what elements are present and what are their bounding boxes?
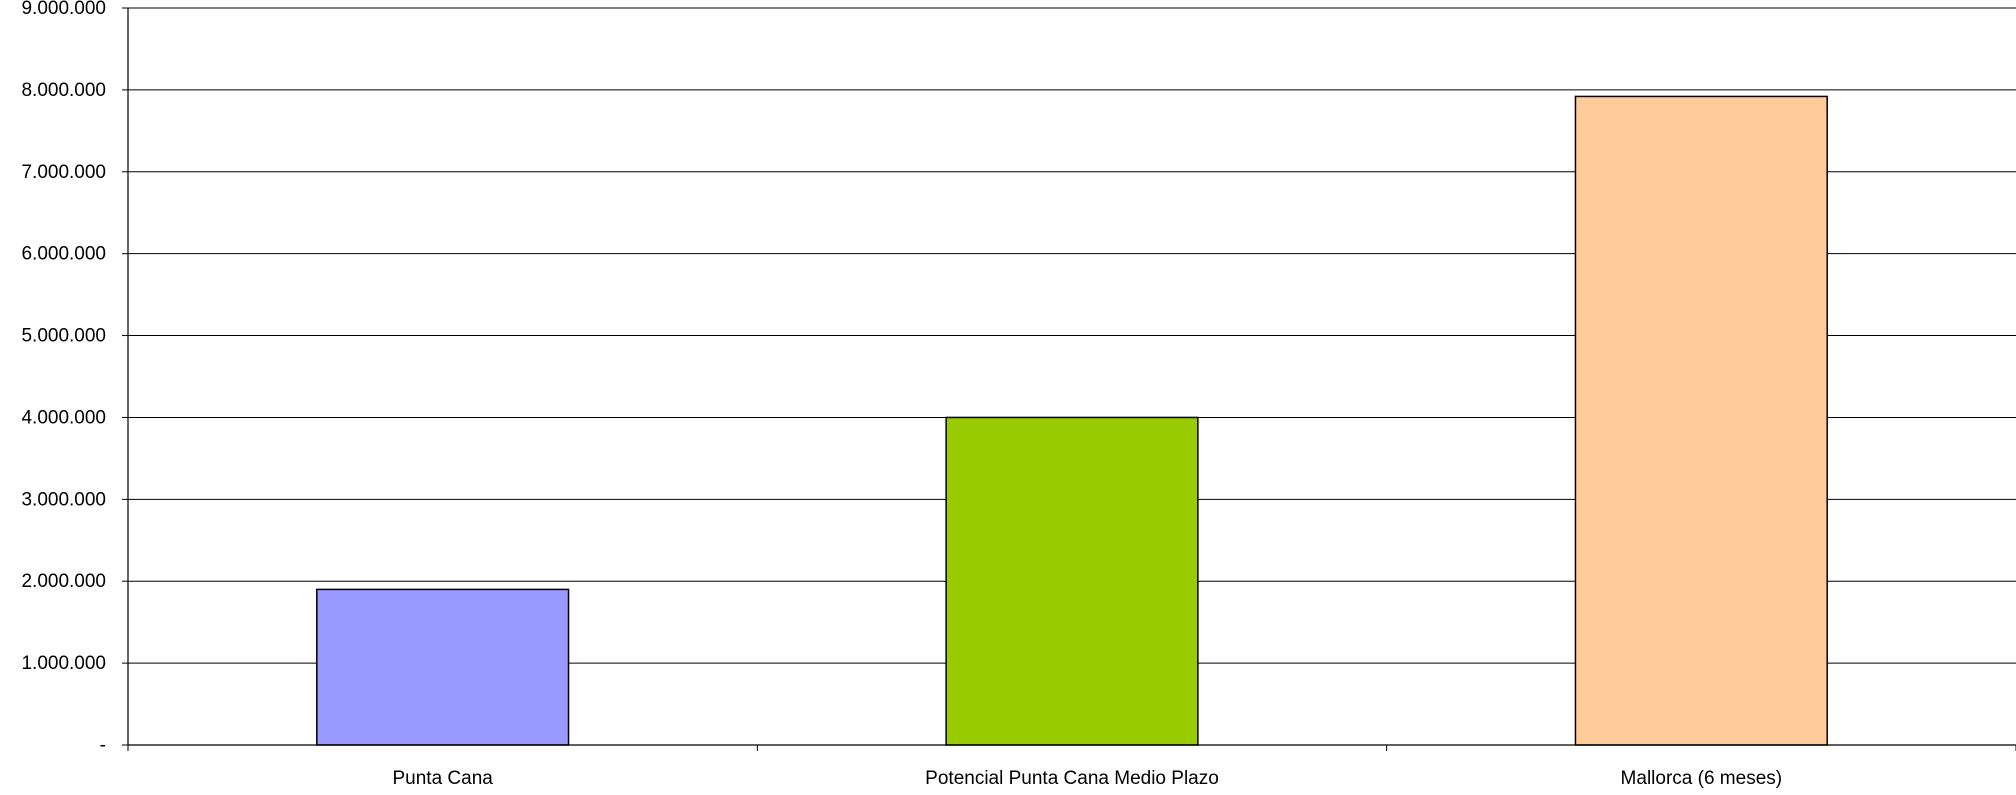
y-tick-label: -: [100, 735, 106, 756]
y-tick-label: 9.000.000: [21, 0, 106, 19]
y-tick-label: 8.000.000: [21, 80, 106, 101]
axes: [122, 7, 2016, 751]
y-tick-label: 2.000.000: [21, 571, 106, 592]
x-tick-labels: Punta Cana Potencial Punta Cana Medio Pla…: [392, 768, 1782, 789]
x-category-label: Mallorca (6 meses): [1621, 768, 1783, 789]
x-category-label: Potencial Punta Cana Medio Plazo: [925, 768, 1219, 789]
bar-2: [945, 416, 1199, 746]
bar-3: [1574, 95, 1828, 746]
y-tick-label: 7.000.000: [21, 162, 106, 183]
gridlines: [128, 7, 2016, 664]
y-tick-labels: - 1.000.000 2.000.000 3.000.000 4.000.000 5.0…: [21, 0, 106, 756]
y-tick-label: 5.000.000: [21, 326, 106, 347]
bar-1: [316, 588, 570, 746]
y-tick-label: 4.000.000: [21, 407, 106, 428]
bars: [316, 95, 1828, 746]
y-tick-label: 1.000.000: [21, 653, 106, 674]
y-tick-label: 3.000.000: [21, 489, 106, 510]
y-tick-label: 6.000.000: [21, 244, 106, 265]
x-category-label: Punta Cana: [392, 768, 493, 789]
